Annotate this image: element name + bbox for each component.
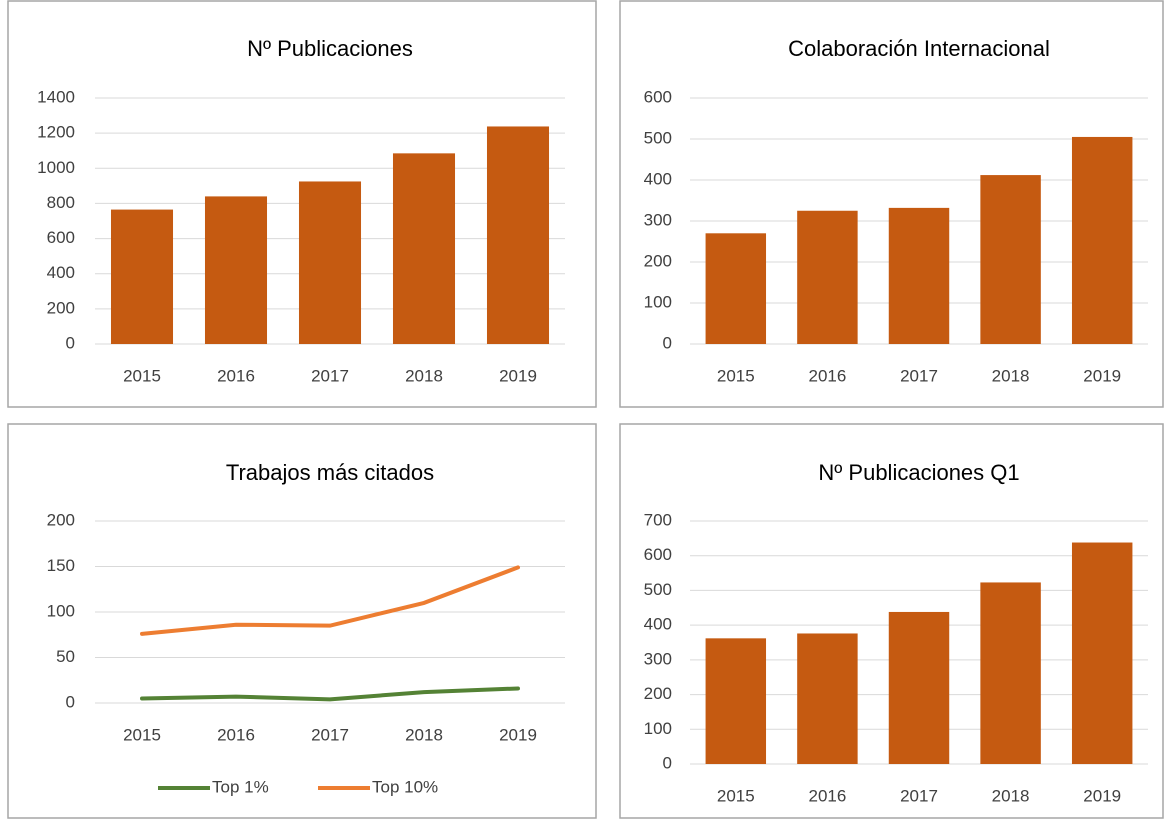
x-tick-label: 2015 [123, 725, 161, 744]
bar [980, 582, 1041, 764]
y-tick-label: 400 [47, 263, 75, 282]
x-tick-label: 2018 [405, 366, 443, 385]
legend-label: Top 1% [212, 777, 269, 796]
y-tick-label: 0 [66, 692, 75, 711]
bar [797, 210, 858, 344]
y-tick-label: 300 [644, 210, 672, 229]
y-tick-label: 200 [644, 684, 672, 703]
y-tick-label: 600 [644, 545, 672, 564]
legend-label: Top 10% [372, 777, 438, 796]
bar [204, 196, 268, 344]
x-tick-label: 2017 [311, 725, 349, 744]
chart-title: Colaboración Internacional [788, 36, 1050, 61]
y-tick-label: 50 [56, 647, 75, 666]
y-tick-label: 700 [644, 510, 672, 529]
x-tick-label: 2016 [808, 366, 846, 385]
y-tick-label: 1200 [37, 123, 75, 142]
bar [980, 175, 1041, 344]
bar [392, 153, 456, 344]
x-tick-label: 2019 [1083, 786, 1121, 805]
y-tick-label: 100 [644, 292, 672, 311]
y-tick-label: 100 [644, 719, 672, 738]
chart-frame [7, 0, 597, 408]
x-tick-label: 2018 [405, 725, 443, 744]
x-tick-label: 2017 [900, 366, 938, 385]
y-tick-label: 600 [47, 228, 75, 247]
y-tick-label: 800 [47, 193, 75, 212]
y-tick-label: 400 [644, 169, 672, 188]
y-tick-label: 200 [47, 298, 75, 317]
y-tick-label: 200 [47, 510, 75, 529]
x-tick-label: 2018 [992, 786, 1030, 805]
chart-title: Trabajos más citados [226, 460, 434, 485]
line-series [140, 565, 520, 636]
y-tick-label: 0 [663, 333, 672, 352]
y-tick-label: 100 [47, 601, 75, 620]
y-tick-label: 500 [644, 128, 672, 147]
x-tick-label: 2016 [217, 366, 255, 385]
y-tick-label: 0 [663, 753, 672, 772]
x-tick-label: 2015 [717, 786, 755, 805]
x-tick-label: 2017 [311, 366, 349, 385]
line-series [140, 686, 520, 702]
x-tick-label: 2016 [808, 786, 846, 805]
x-tick-label: 2016 [217, 725, 255, 744]
chart-frame [619, 423, 1164, 819]
chart-title: Nº Publicaciones [247, 36, 413, 61]
y-tick-label: 200 [644, 251, 672, 270]
bar [1071, 136, 1133, 344]
y-tick-label: 500 [644, 580, 672, 599]
y-tick-label: 150 [47, 556, 75, 575]
y-tick-label: 600 [644, 87, 672, 106]
y-tick-label: 0 [66, 333, 75, 352]
x-tick-label: 2017 [900, 786, 938, 805]
x-tick-label: 2015 [717, 366, 755, 385]
bar [110, 209, 174, 344]
x-tick-label: 2015 [123, 366, 161, 385]
x-tick-label: 2019 [499, 725, 537, 744]
bar [486, 126, 550, 344]
y-tick-label: 1000 [37, 158, 75, 177]
y-tick-label: 300 [644, 649, 672, 668]
bar [705, 233, 767, 344]
bar [298, 181, 362, 344]
y-tick-label: 400 [644, 615, 672, 634]
y-tick-label: 1400 [37, 87, 75, 106]
bar [705, 638, 767, 764]
bar [888, 611, 950, 764]
chart-frame [619, 0, 1164, 408]
chart-frame [7, 423, 597, 819]
chart-title: Nº Publicaciones Q1 [818, 460, 1019, 485]
bar [888, 207, 950, 344]
x-tick-label: 2019 [499, 366, 537, 385]
bar [1071, 542, 1133, 764]
x-tick-label: 2019 [1083, 366, 1121, 385]
bar [797, 633, 858, 764]
x-tick-label: 2018 [992, 366, 1030, 385]
